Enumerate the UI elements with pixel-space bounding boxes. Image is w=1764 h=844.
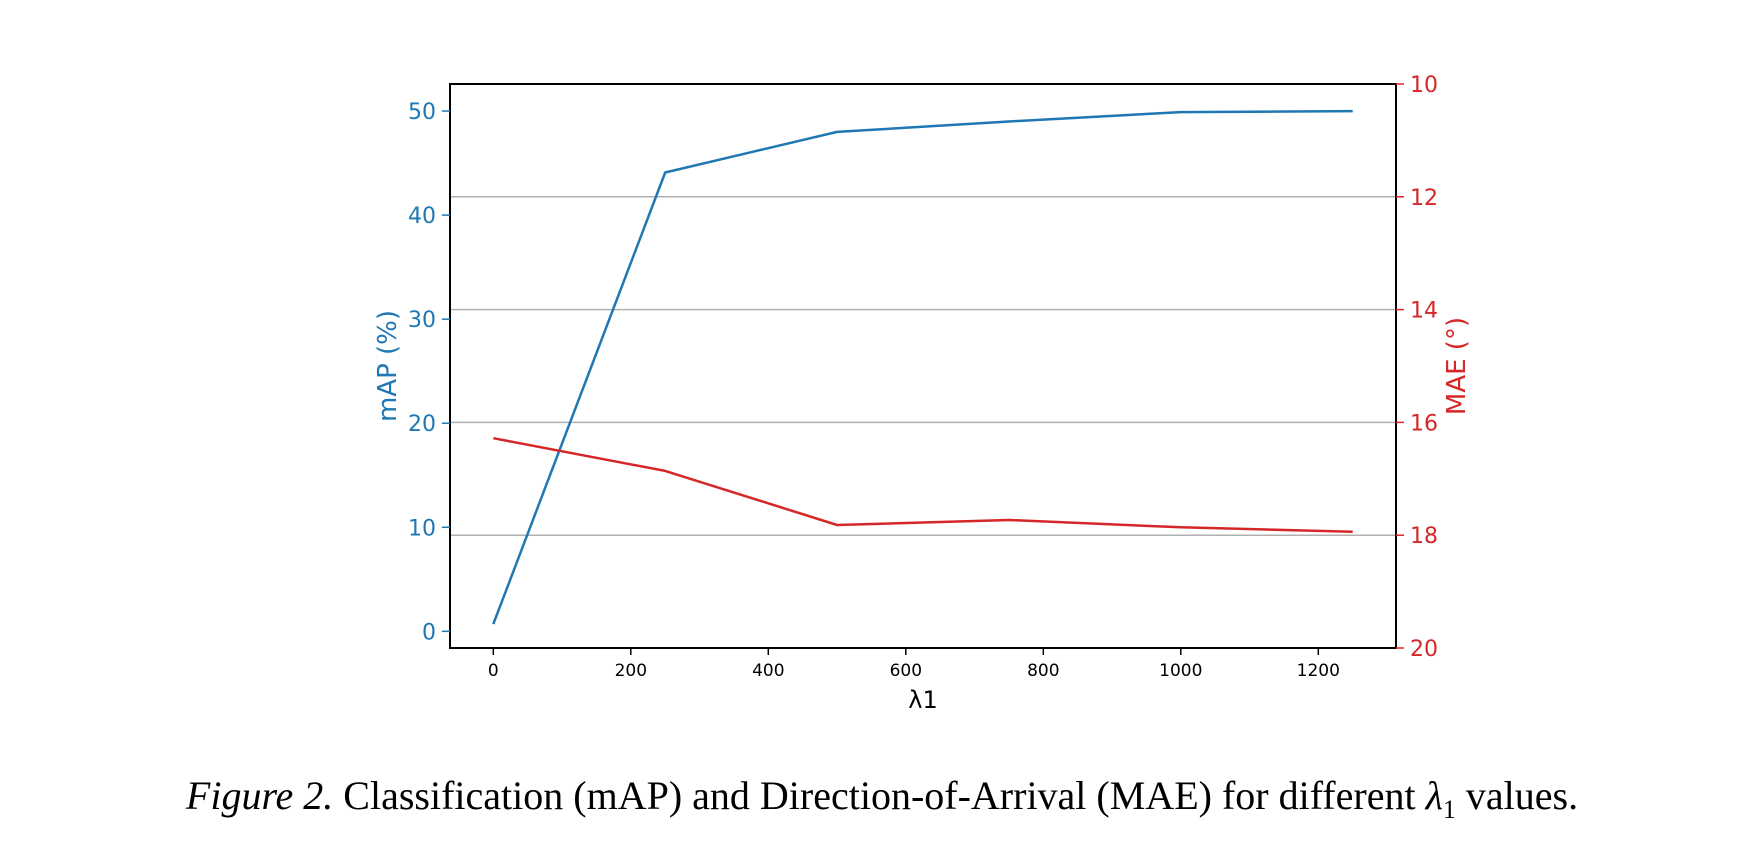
caption-subscript: 1 (1442, 795, 1456, 824)
caption-symbol: λ (1425, 773, 1443, 818)
x-tick-label: 800 (1027, 661, 1059, 681)
left-tick-label: 10 (408, 516, 436, 541)
x-axis-ticks: 0 200 400 600 800 1000 1200 (488, 648, 1340, 681)
right-tick-label: 20 (1410, 637, 1438, 662)
x-tick-label: 1000 (1159, 661, 1202, 681)
dual-axis-line-chart: 0 200 400 600 800 1000 1200 0 10 20 30 40 50 10 12 14… (373, 73, 1472, 714)
left-axis-ticks: 0 10 20 30 40 50 (408, 100, 450, 645)
figure-label: Figure 2. (185, 773, 334, 818)
left-tick-label: 0 (422, 620, 436, 645)
right-axis-label: MAE (°) (1442, 317, 1472, 415)
right-tick-label: 12 (1410, 186, 1438, 211)
series-line-right (493, 436, 1353, 534)
left-tick-label: 40 (408, 204, 436, 229)
left-tick-label: 20 (408, 412, 436, 437)
right-tick-label: 16 (1410, 411, 1438, 436)
series-lines (492, 109, 1353, 625)
left-tick-label: 50 (408, 100, 436, 125)
right-tick-label: 18 (1410, 524, 1438, 549)
left-tick-label: 30 (408, 308, 436, 333)
right-tick-label: 14 (1410, 299, 1438, 324)
caption-text-end: values. (1465, 773, 1579, 818)
right-tick-label: 10 (1410, 73, 1438, 98)
right-axis-ticks: 10 12 14 16 18 20 (1396, 73, 1438, 662)
x-axis-label: λ1 (908, 686, 937, 714)
caption-text: Classification (mAP) and Direction-of-Ar… (343, 773, 1416, 818)
series-line-left (492, 109, 1353, 625)
x-tick-label: 600 (890, 661, 922, 681)
figure-caption: Figure 2. Classification (mAP) and Direc… (0, 772, 1764, 825)
gridlines (450, 196, 1396, 536)
x-tick-label: 1200 (1297, 661, 1340, 681)
x-tick-label: 0 (488, 661, 499, 681)
left-axis-label: mAP (%) (373, 310, 403, 422)
x-tick-label: 400 (752, 661, 784, 681)
plot-frame (449, 83, 1397, 649)
x-tick-label: 200 (615, 661, 647, 681)
